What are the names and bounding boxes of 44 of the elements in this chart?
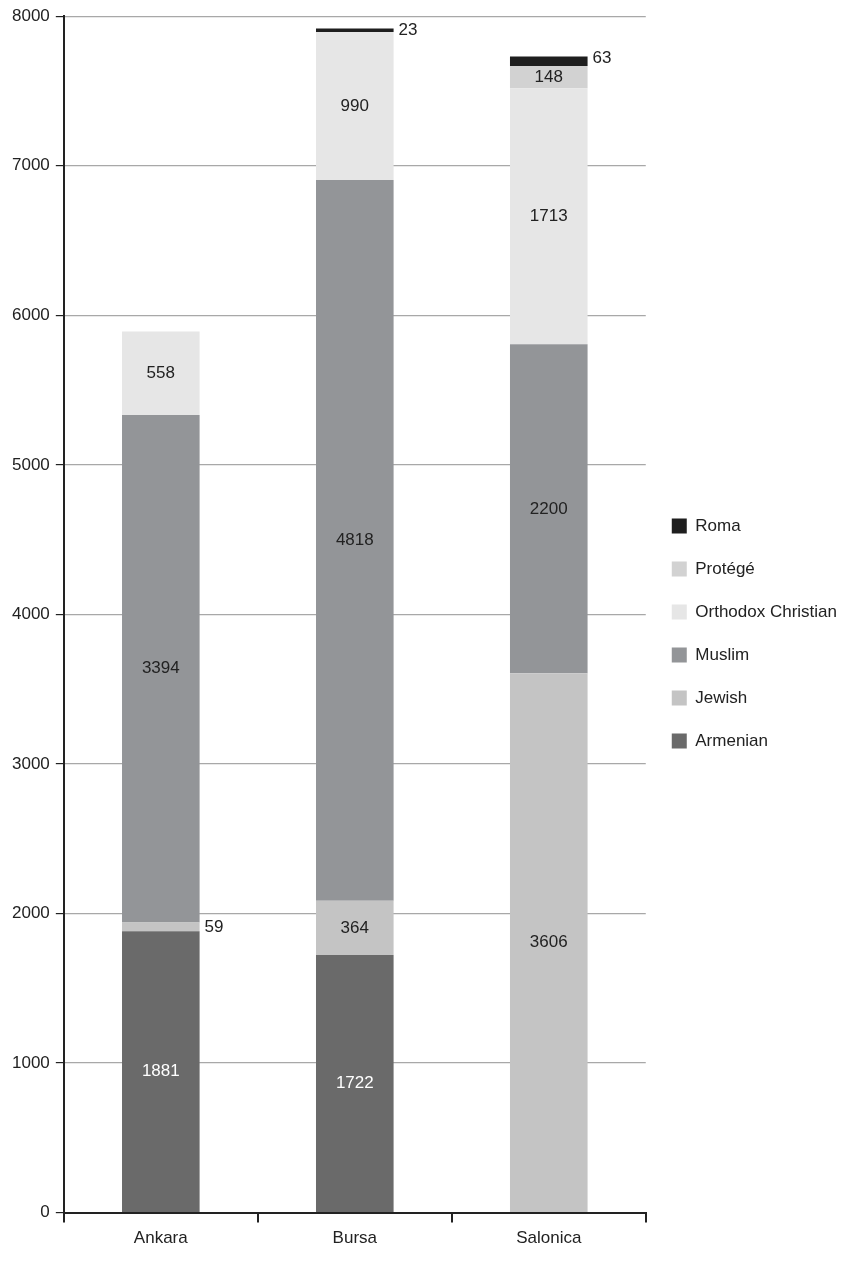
data-label: 3606	[529, 932, 568, 952]
bar	[316, 180, 394, 901]
bar	[316, 900, 394, 956]
data-label: 1713	[529, 205, 568, 225]
data-label: 558	[146, 362, 175, 382]
data-label: 3394	[141, 658, 180, 678]
data-label: 63	[592, 47, 612, 67]
data-label: 2200	[529, 498, 568, 518]
legend-label: Orthodox Christian	[695, 601, 838, 621]
legend-label: Jewish	[695, 687, 748, 707]
legend-label: Protégé	[695, 558, 755, 578]
data-label: 4818	[335, 530, 374, 550]
bar	[316, 955, 394, 1212]
y-tick-label: 7000	[11, 155, 50, 175]
bar	[509, 344, 588, 674]
data-label: 1722	[335, 1073, 374, 1093]
y-tick-label: 4000	[11, 604, 50, 624]
legend-label: Roma	[695, 515, 742, 535]
x-tick-label: Ankara	[133, 1228, 189, 1248]
bar	[316, 32, 394, 181]
y-tick-label: 8000	[11, 5, 50, 25]
data-label: 990	[340, 95, 369, 115]
bar	[509, 673, 588, 1212]
y-tick-label: 2000	[11, 903, 50, 923]
y-tick-label: 3000	[11, 753, 50, 773]
data-label: 148	[534, 66, 563, 86]
x-tick-label: Salonica	[516, 1228, 582, 1248]
bar	[122, 931, 200, 1212]
legend-label: Muslim	[695, 644, 750, 664]
y-tick-label: 1000	[11, 1052, 50, 1072]
bar	[509, 88, 588, 345]
y-tick-label: 6000	[11, 304, 50, 324]
bar	[122, 922, 200, 932]
legend-label: Armenian	[695, 730, 769, 750]
data-label: 59	[204, 916, 224, 936]
bar	[122, 331, 200, 415]
bar	[122, 414, 200, 923]
x-tick-label: Bursa	[332, 1228, 378, 1248]
data-label: 1881	[141, 1061, 180, 1081]
data-label: 364	[340, 917, 369, 937]
bar	[509, 56, 588, 66]
y-tick-label: 0	[40, 1202, 50, 1222]
y-tick-label: 5000	[11, 454, 50, 474]
data-label: 23	[398, 20, 418, 40]
